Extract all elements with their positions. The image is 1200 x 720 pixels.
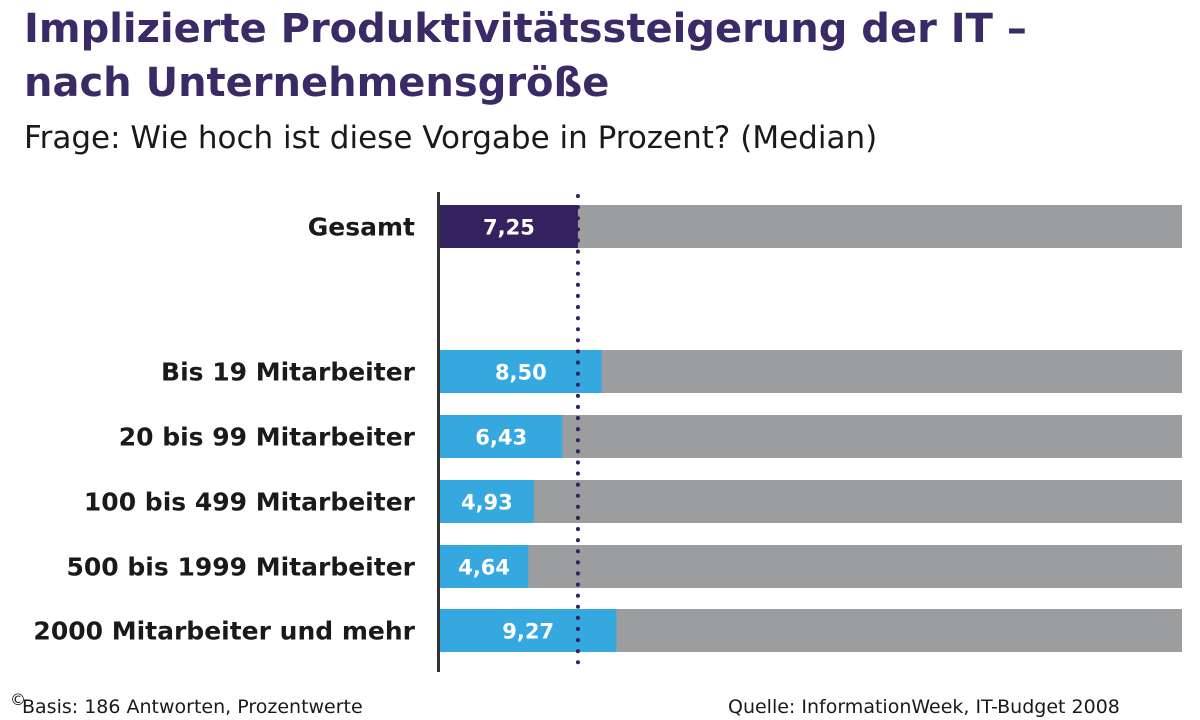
value-label: 7,25 [483,216,535,240]
category-label: Gesamt [308,213,415,242]
category-label: 2000 Mitarbeiter und mehr [33,617,415,646]
bar-value [440,415,563,458]
bar-track [440,480,1182,523]
value-label: 6,43 [475,426,527,450]
category-label: 500 bis 1999 Mitarbeiter [67,553,416,582]
bar-value [440,609,617,652]
bar-value [440,545,529,588]
category-label: Bis 19 Mitarbeiter [161,358,416,387]
footer-source: Quelle: InformationWeek, IT-Budget 2008 [728,696,1120,718]
value-label: 4,93 [461,491,513,515]
chart-subtitle: Frage: Wie hoch ist diese Vorgabe in Pro… [24,120,878,156]
category-label: 100 bis 499 Mitarbeiter [84,488,416,517]
bar-value [440,205,578,248]
copyright-mark: © [10,690,26,709]
title-line-2: nach Unternehmensgröße [24,60,610,106]
value-label: 8,50 [495,361,547,385]
bar-track [440,545,1182,588]
bar-value [440,480,534,523]
bar-value [440,350,602,393]
title-line-1: Implizierte Produktivitätssteigerung der… [24,6,1027,52]
chart-title: Implizierte Produktivitätssteigerung der… [24,2,1027,110]
category-label: 20 bis 99 Mitarbeiter [119,423,416,452]
footer-basis: Basis: 186 Antworten, Prozentwerte [22,696,363,718]
bar-track [440,415,1182,458]
value-label: 9,27 [502,620,554,644]
value-label: 4,64 [458,556,510,580]
